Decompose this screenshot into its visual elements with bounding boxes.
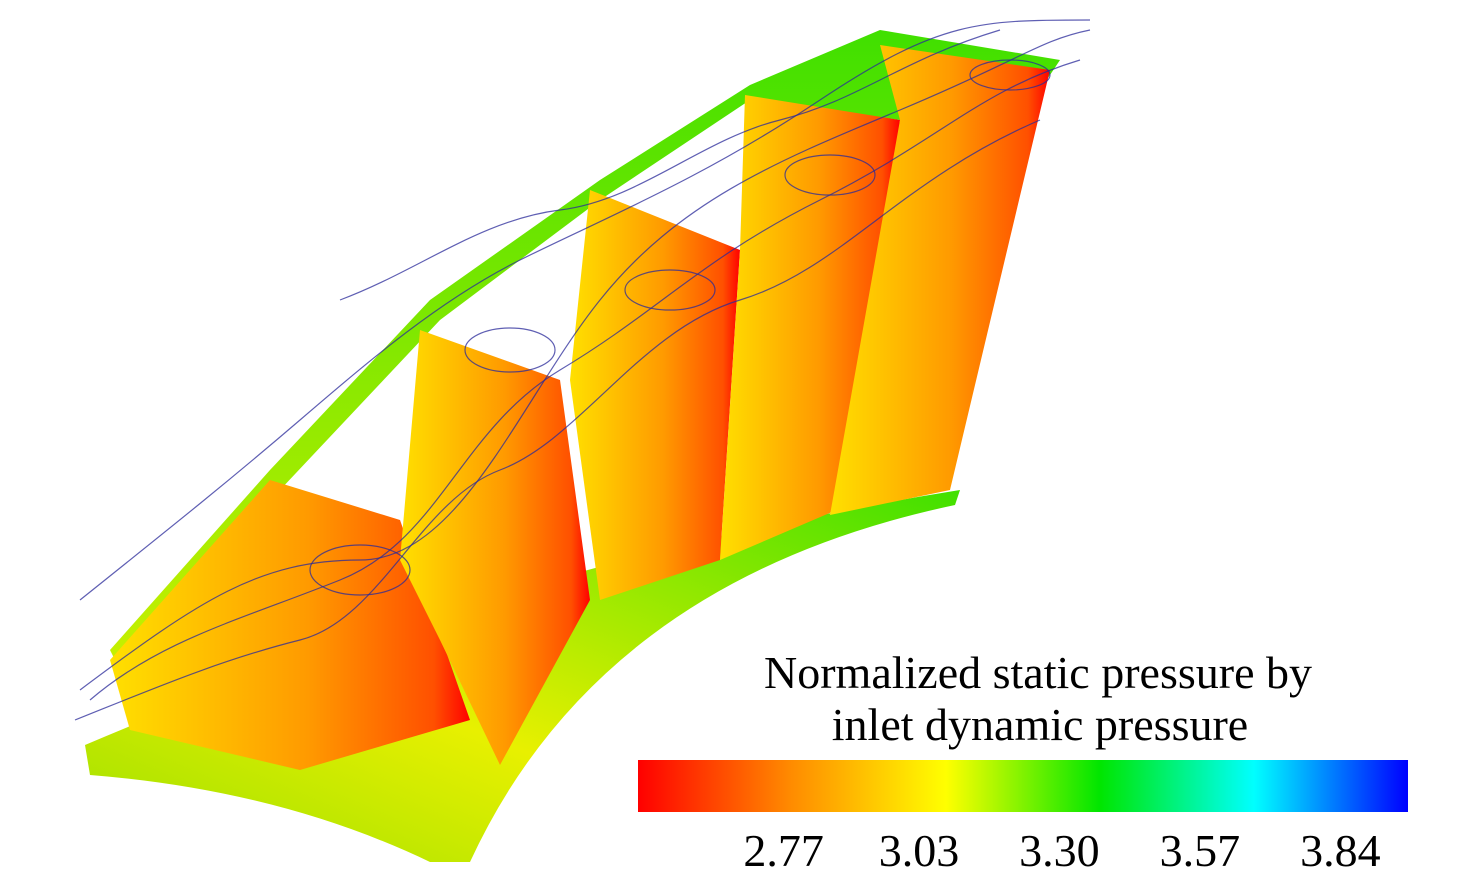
legend-title: Normalized static pressure by: [764, 647, 1312, 698]
blade: [110, 480, 470, 770]
colorbar: [638, 760, 1408, 812]
vortex: [784, 154, 876, 196]
streamline: [79, 29, 1091, 691]
streamlines: [74, 19, 1091, 721]
colorbar-tick-label: 3.03: [879, 825, 960, 876]
vortex: [464, 327, 556, 373]
streamline: [339, 29, 1001, 301]
colorbar-legend: Normalized static pressure by inlet dyna…: [638, 647, 1408, 876]
streamline: [74, 119, 1041, 721]
streamline: [89, 59, 1081, 701]
colorbar-tick-label: 3.84: [1300, 825, 1381, 876]
streamline: [79, 19, 1091, 601]
vortex: [624, 269, 716, 311]
colorbar-tick-label: 3.57: [1160, 825, 1241, 876]
legend-title: inlet dynamic pressure: [832, 699, 1248, 750]
blade: [400, 330, 590, 765]
blade: [570, 190, 740, 600]
blade: [830, 45, 1050, 515]
cfd-render: [74, 19, 1091, 862]
colorbar-tick-label: 2.77: [743, 825, 824, 876]
vortex: [309, 544, 411, 596]
vortex: [969, 59, 1051, 91]
colorbar-tick-label: 3.30: [1019, 825, 1100, 876]
